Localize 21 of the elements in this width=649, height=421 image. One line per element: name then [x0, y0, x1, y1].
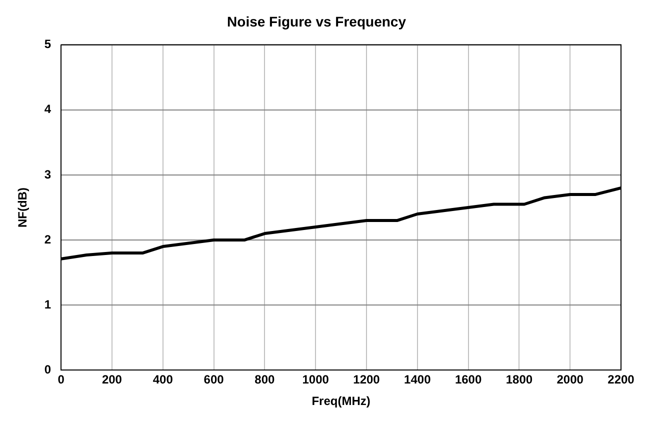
x-tick-label: 1800 [506, 372, 533, 387]
y-tick-label: 0 [44, 362, 52, 377]
x-tick-label: 0 [58, 372, 65, 387]
y-tick-label: 2 [44, 232, 52, 246]
y-axis-title: NF(dB) [16, 188, 30, 228]
x-tick-label: 1600 [454, 372, 482, 387]
x-tick-label: 800 [254, 372, 276, 387]
x-tick-label: 2200 [608, 372, 635, 387]
x-tick-label: 2000 [556, 372, 584, 387]
y-tick-label: 1 [44, 297, 52, 312]
x-tick-label: 200 [102, 372, 122, 387]
x-tick-label: 600 [204, 372, 224, 387]
x-axis-title: Freq(MHz) [312, 394, 370, 408]
y-tick-label: 3 [44, 167, 52, 182]
y-tick-label: 4 [44, 102, 52, 116]
x-tick-label: 1000 [302, 372, 330, 387]
x-tick-label: 1400 [404, 372, 432, 387]
chart-title: Noise Figure vs Frequency [227, 13, 406, 30]
x-tick-label: 400 [152, 372, 174, 387]
y-tick-label: 5 [44, 37, 52, 52]
x-tick-label: 1200 [353, 372, 380, 387]
